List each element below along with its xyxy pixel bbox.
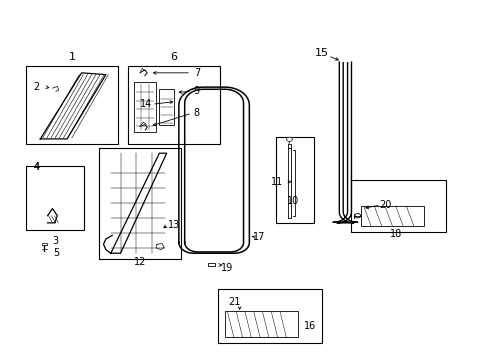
Text: 18: 18 — [389, 229, 402, 239]
Circle shape — [354, 213, 360, 218]
Bar — [99, 148, 181, 258]
Text: 19: 19 — [221, 262, 233, 273]
Text: 16: 16 — [304, 321, 316, 331]
Text: 15: 15 — [315, 48, 328, 58]
Bar — [26, 166, 84, 230]
Bar — [159, 89, 174, 125]
Bar — [41, 243, 46, 245]
Bar — [207, 263, 215, 266]
Text: 17: 17 — [252, 232, 264, 242]
Bar — [361, 206, 424, 226]
Bar — [217, 289, 322, 342]
Text: 10: 10 — [286, 197, 299, 206]
Text: 2: 2 — [33, 82, 40, 92]
Text: 7: 7 — [193, 68, 200, 78]
Text: 21: 21 — [228, 297, 241, 307]
Bar — [276, 137, 313, 223]
Bar — [26, 66, 118, 144]
Text: 20: 20 — [379, 200, 391, 210]
Polygon shape — [40, 73, 106, 139]
Circle shape — [286, 137, 292, 141]
Bar — [127, 66, 220, 144]
Text: 8: 8 — [193, 108, 200, 118]
Polygon shape — [111, 153, 166, 253]
Text: 4: 4 — [33, 162, 40, 172]
Text: 9: 9 — [193, 86, 200, 96]
Text: 13: 13 — [167, 220, 180, 230]
Text: 5: 5 — [53, 248, 59, 258]
Bar — [351, 180, 446, 232]
Text: 11: 11 — [271, 177, 283, 187]
Text: 3: 3 — [53, 236, 59, 246]
Bar — [224, 311, 297, 337]
Text: 1: 1 — [68, 52, 75, 62]
Text: 6: 6 — [170, 52, 177, 62]
Text: 12: 12 — [134, 257, 146, 267]
Text: 4: 4 — [33, 162, 40, 172]
Bar — [133, 82, 155, 132]
FancyArrowPatch shape — [35, 168, 38, 170]
Text: 14: 14 — [140, 99, 152, 109]
